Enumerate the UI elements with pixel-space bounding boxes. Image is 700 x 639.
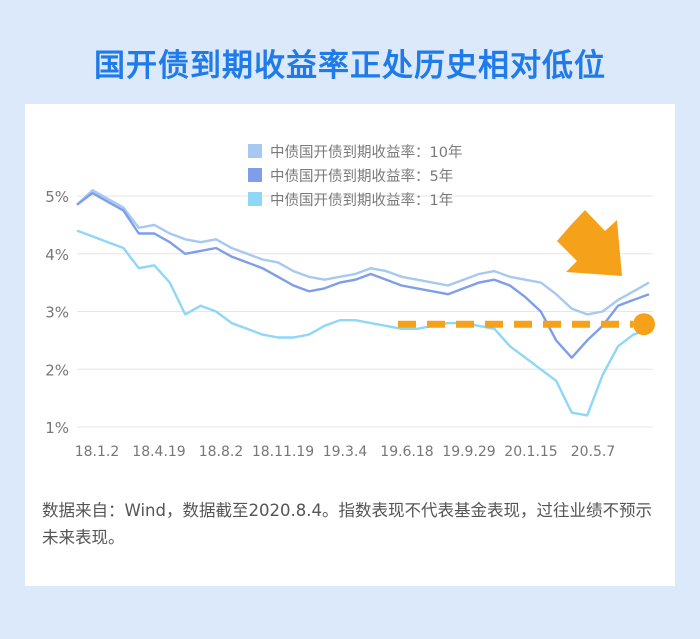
- x-tick-label: 19.6.18: [380, 444, 433, 460]
- x-tick-label: 19.9.29: [442, 444, 495, 460]
- chart-card: 5% 4% 3% 2% 1% 18.1.2 18.4.19 18.8.2 18.11.19 19…: [25, 104, 675, 586]
- y-tick-label: 4%: [45, 246, 69, 264]
- series-line: [76, 229, 650, 417]
- legend-label: 中债国开债到期收益率：1年: [270, 192, 453, 209]
- y-tick-label: 2%: [45, 361, 69, 379]
- legend-swatch: [248, 192, 262, 206]
- y-tick-label: 5%: [45, 188, 69, 206]
- legend-swatch: [248, 144, 262, 158]
- x-tick-label: 18.8.2: [199, 444, 244, 460]
- source-note: 数据来自：Wind，数据截至2020.8.4。指数表现不代表基金表现，过往业绩不…: [42, 501, 652, 547]
- latest-value-marker: [633, 313, 655, 336]
- legend-label: 中债国开债到期收益率：10年: [270, 144, 462, 161]
- x-tick-label: 18.1.2: [75, 444, 120, 460]
- x-tick-label: 20.1.15: [504, 444, 557, 460]
- y-tick-label: 3%: [45, 304, 69, 322]
- y-tick-label: 1%: [45, 419, 69, 437]
- x-tick-label: 18.11.19: [252, 444, 314, 460]
- series-line: [76, 191, 650, 359]
- legend-label: 中债国开债到期收益率：5年: [270, 168, 453, 185]
- series-line: [76, 189, 650, 316]
- x-tick-label: 19.3.4: [323, 444, 368, 460]
- yield-line-chart: 5% 4% 3% 2% 1% 18.1.2 18.4.19 18.8.2 18.11.19 19…: [45, 144, 655, 460]
- legend-swatch: [248, 168, 262, 182]
- arrow-icon: [557, 210, 622, 276]
- x-tick-label: 20.5.7: [571, 444, 616, 460]
- chart-title: 国开债到期收益率正处历史相对低位: [94, 48, 606, 84]
- x-tick-label: 18.4.19: [132, 444, 185, 460]
